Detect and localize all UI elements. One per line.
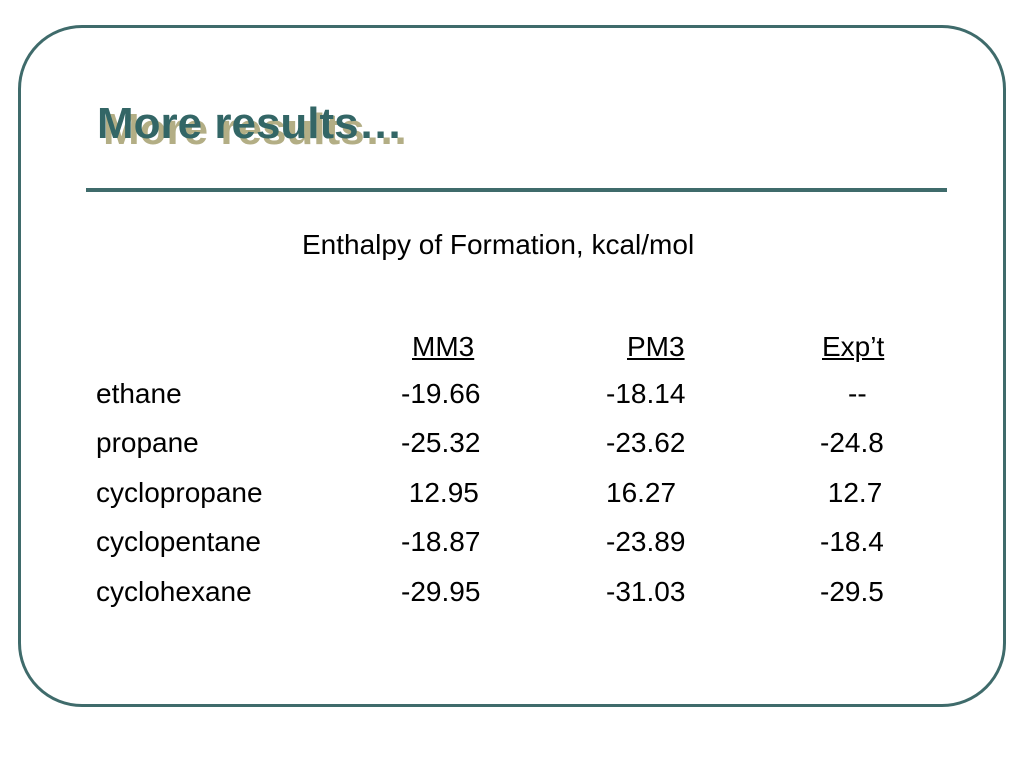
column-header-mm3: MM3	[412, 331, 475, 362]
row-name: cyclopropane	[96, 477, 263, 508]
row-pm3-value: -23.89	[606, 526, 686, 557]
row-pm3-value: -31.03	[606, 576, 686, 607]
row-exp-value: -24.8	[820, 427, 884, 458]
row-pm3-value: -23.62	[606, 427, 686, 458]
row-exp-value: 12.7	[820, 477, 883, 508]
row-name: cyclopentane	[96, 526, 262, 557]
row-exp-value: -18.4	[820, 526, 884, 557]
slide-title: More results…	[97, 99, 403, 148]
row-mm3-value: 12.95	[401, 477, 479, 508]
row-pm3-value: -18.14	[606, 378, 686, 409]
row-name: propane	[96, 427, 199, 458]
row-mm3-value: -25.32	[401, 427, 481, 458]
title-divider	[86, 188, 947, 192]
slide-frame	[18, 25, 1006, 707]
row-name: ethane	[96, 378, 182, 409]
row-mm3-value: -18.87	[401, 526, 481, 557]
row-mm3-value: -29.95	[401, 576, 481, 607]
column-header-expt: Exp’t	[822, 331, 885, 362]
row-mm3-value: -19.66	[401, 378, 481, 409]
table-caption: Enthalpy of Formation, kcal/mol	[302, 229, 695, 260]
row-name: cyclohexane	[96, 576, 252, 607]
row-exp-value: --	[848, 378, 867, 409]
row-pm3-value: 16.27	[606, 477, 677, 508]
column-header-pm3: PM3	[627, 331, 685, 362]
row-exp-value: -29.5	[820, 576, 884, 607]
